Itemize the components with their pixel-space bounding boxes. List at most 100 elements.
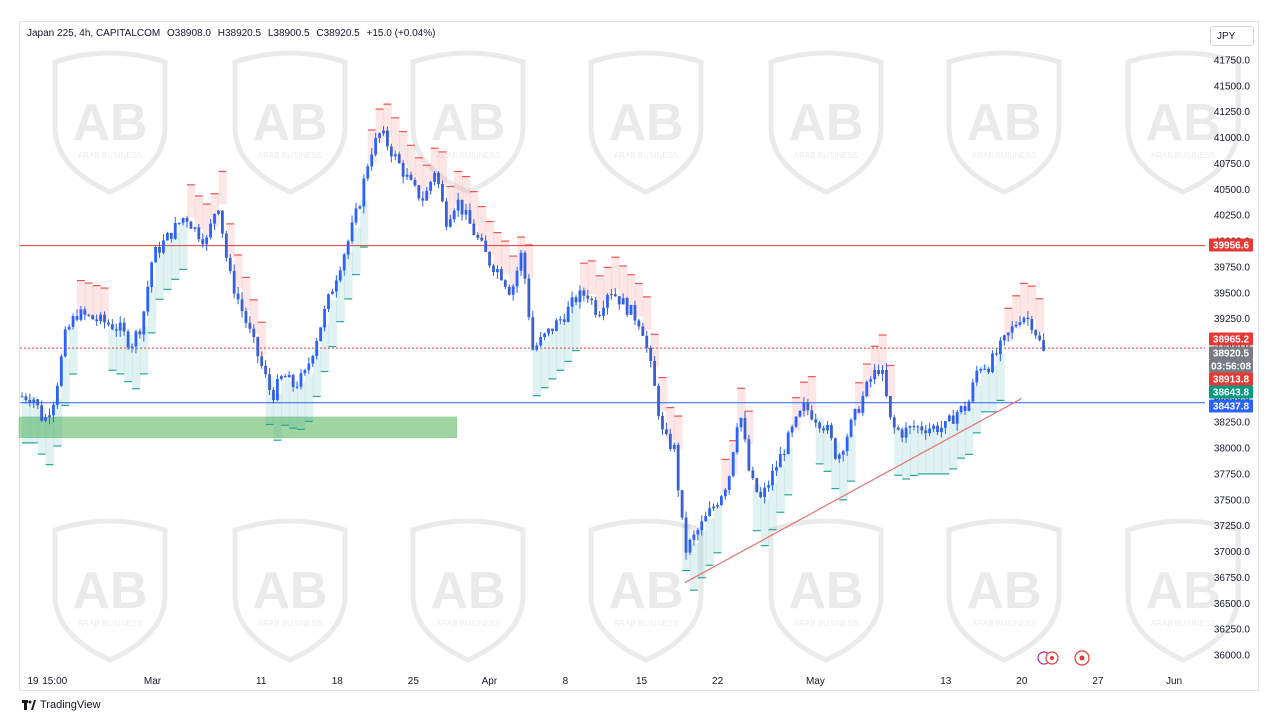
candle-body bbox=[213, 213, 216, 224]
supertrend-fill bbox=[61, 358, 70, 406]
candle-body bbox=[169, 232, 173, 239]
supertrend-fill bbox=[815, 417, 825, 464]
candle-body bbox=[857, 409, 861, 413]
supertrend-fill bbox=[430, 148, 440, 182]
candle-body bbox=[91, 315, 95, 320]
supertrend-fill bbox=[532, 349, 542, 396]
candle-body bbox=[393, 154, 397, 157]
candle-body bbox=[122, 322, 126, 332]
candle-body bbox=[527, 278, 531, 318]
candle-body bbox=[519, 252, 523, 271]
trendline[interactable] bbox=[684, 397, 1023, 584]
candle-body bbox=[130, 346, 134, 348]
candle-body bbox=[664, 429, 668, 434]
watermark-text: ARAB BUSINESS bbox=[258, 619, 322, 628]
supertrend-fill bbox=[713, 506, 723, 553]
watermark-text: ARAB BUSINESS bbox=[258, 151, 322, 160]
candle-body bbox=[279, 376, 283, 380]
watermark-text: ARAB BUSINESS bbox=[794, 151, 858, 160]
candle-body bbox=[904, 427, 908, 438]
event-markers[interactable] bbox=[1037, 650, 1090, 666]
candle-body bbox=[334, 280, 338, 292]
candle-body bbox=[936, 425, 939, 433]
supertrend-fill bbox=[572, 304, 581, 351]
candle-body bbox=[881, 369, 884, 374]
watermark-shield bbox=[588, 50, 704, 195]
supertrend-fill bbox=[666, 407, 675, 441]
candle-body bbox=[32, 399, 36, 403]
y-tick-label: 41750.0 bbox=[1214, 56, 1251, 67]
candle-body bbox=[743, 417, 747, 440]
supertrend-fill bbox=[674, 416, 683, 450]
x-tick-label: 20 bbox=[1016, 676, 1028, 687]
candle-body bbox=[228, 257, 232, 271]
candle-body bbox=[189, 221, 193, 229]
candle-body bbox=[896, 427, 900, 430]
y-tick-label: 37000.0 bbox=[1214, 547, 1251, 558]
candle-body bbox=[1018, 322, 1022, 325]
supertrend-fill bbox=[100, 288, 110, 322]
supertrend-fill bbox=[980, 365, 990, 412]
supertrend-fill bbox=[579, 263, 589, 297]
x-axis[interactable]: 19 15:00 Mar 11 18 25 Apr 8 15 22 May 13 20 27 Jun bbox=[27, 676, 1182, 687]
supertrend-fill bbox=[658, 377, 667, 411]
candle-body bbox=[79, 309, 83, 320]
candle-body bbox=[358, 206, 362, 209]
supertrend-fill bbox=[737, 388, 746, 422]
supertrend-fill bbox=[22, 396, 31, 443]
y-tick-label: 36750.0 bbox=[1214, 573, 1251, 584]
y-tick-label: 36250.0 bbox=[1214, 625, 1251, 636]
tradingview-footer[interactable]: TradingView bbox=[22, 699, 101, 711]
candle-body bbox=[181, 217, 185, 223]
price-label-box bbox=[1209, 346, 1253, 360]
candle-body bbox=[1002, 335, 1006, 341]
price-label-text: 39956.6 bbox=[1213, 241, 1250, 252]
candle-body bbox=[1014, 324, 1018, 327]
candle-body bbox=[928, 428, 932, 434]
supertrend-fill bbox=[171, 232, 180, 280]
supertrend-fill bbox=[194, 196, 204, 230]
watermark-letters: AB bbox=[608, 562, 683, 620]
candle-body bbox=[1026, 317, 1030, 320]
candle-body bbox=[378, 133, 381, 138]
candle-body bbox=[794, 416, 798, 427]
supertrend-fill bbox=[328, 300, 337, 347]
y-tick-label: 41000.0 bbox=[1214, 133, 1251, 144]
candle-body bbox=[763, 487, 767, 498]
candle-body bbox=[283, 376, 287, 378]
x-tick-label: Jun bbox=[1166, 676, 1182, 687]
supertrend-fill bbox=[965, 407, 974, 455]
x-tick-label: 15 bbox=[636, 676, 648, 687]
candle-body bbox=[59, 356, 63, 386]
supertrend-fill bbox=[116, 327, 125, 374]
y-tick-label: 39250.0 bbox=[1214, 314, 1251, 325]
y-tick-label: 39000.0 bbox=[1214, 340, 1251, 351]
supertrend-fill bbox=[540, 341, 550, 388]
price-label-text: 38437.8 bbox=[1213, 402, 1250, 413]
supertrend-fill bbox=[29, 396, 39, 443]
x-tick-label: 27 bbox=[1092, 676, 1104, 687]
supertrend-fill bbox=[752, 484, 762, 531]
candle-body bbox=[83, 309, 87, 315]
supertrend-fill bbox=[226, 223, 235, 257]
price-label-text: 38920.5 bbox=[1213, 349, 1250, 360]
candle-body bbox=[826, 425, 829, 431]
candle-body bbox=[40, 405, 44, 421]
candle-body bbox=[979, 369, 983, 371]
candle-body bbox=[720, 496, 723, 506]
candle-body bbox=[346, 241, 350, 255]
supertrend-fill bbox=[367, 129, 377, 164]
supertrend-fill bbox=[768, 483, 778, 530]
currency-button[interactable]: JPY bbox=[1210, 26, 1254, 46]
event-marker-dot bbox=[1050, 656, 1054, 660]
candle-body bbox=[1038, 335, 1042, 341]
watermark-text: ARAB BUSINESS bbox=[614, 151, 678, 160]
candle-body bbox=[248, 322, 252, 329]
y-tick-label: 38250.0 bbox=[1214, 418, 1251, 429]
supertrend-fill bbox=[603, 267, 612, 301]
candle-body bbox=[971, 382, 975, 402]
